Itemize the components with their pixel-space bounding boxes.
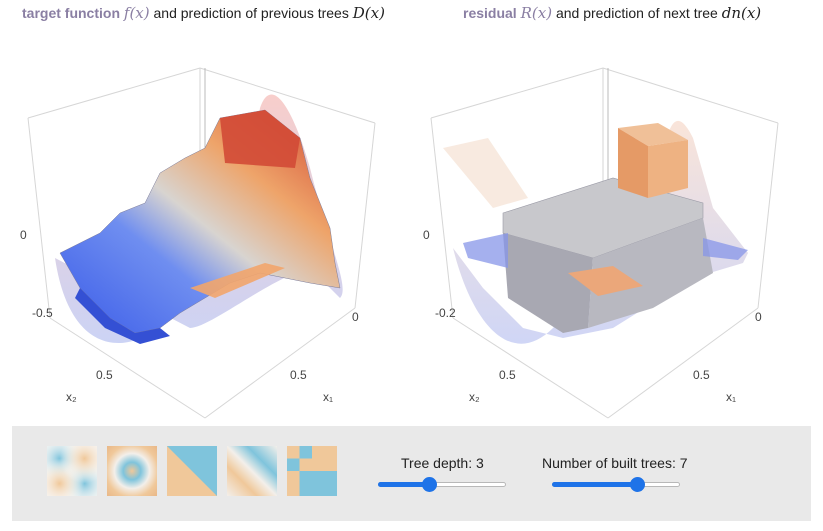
target-function-label: target function	[22, 5, 120, 21]
x1-zero-tick: 0	[352, 310, 359, 324]
left-3d-plot[interactable]: 0 -0.5 0.5 0.5 0 x₂ x₁	[10, 28, 410, 423]
built-trees-thumb[interactable]	[630, 477, 645, 492]
next-tree-blue-plane-right	[703, 238, 748, 260]
x2-axis-label: x₂	[66, 390, 77, 404]
residual-left-wedge	[443, 138, 528, 208]
built-trees-label: Number of built trees: 7	[542, 455, 688, 471]
residual-math: R(x)	[520, 4, 553, 22]
next-tree-blue-plane	[463, 233, 508, 268]
prediction-side-blue	[75, 288, 170, 344]
z-tick-minus: -0.2	[435, 306, 456, 320]
tree-depth-slider[interactable]	[378, 476, 506, 492]
tree-depth-fill	[378, 482, 429, 487]
z-tick-minus: -0.5	[32, 306, 53, 320]
built-trees-fill	[552, 482, 637, 487]
z-tick-zero: 0	[20, 228, 27, 242]
x1-zero-tick: 0	[755, 310, 762, 324]
target-function-math: f(x)	[123, 4, 150, 22]
next-tree-gray-block-right	[588, 218, 713, 328]
built-trees-slider[interactable]	[552, 476, 680, 492]
preset-diagonal-blobs[interactable]	[227, 446, 277, 496]
x1-axis-label: x₁	[726, 390, 736, 404]
next-tree-orange-step	[568, 266, 643, 296]
left-title-text: and prediction of previous trees	[153, 5, 349, 21]
left-ticks: 0 -0.5 0.5 0.5 0 x₂ x₁	[20, 228, 359, 404]
preset-gaussian-quadrants[interactable]	[47, 446, 97, 496]
previous-trees-math: D(x)	[352, 4, 385, 22]
left-axis-frame	[27, 67, 376, 419]
x1-tick: 0.5	[290, 368, 307, 382]
next-tree-orange-block-front	[618, 128, 648, 198]
next-tree-orange-block-side	[648, 140, 688, 198]
x1-tick: 0.5	[693, 368, 710, 382]
x1-axis-label: x₁	[323, 390, 333, 404]
z-tick-zero: 0	[423, 228, 430, 242]
next-tree-orange-block-top	[618, 123, 688, 146]
tree-depth-label: Tree depth: 3	[401, 455, 484, 471]
x2-axis-label: x₂	[469, 390, 480, 404]
right-3d-plot[interactable]: 0 -0.2 0.5 0.5 0 x₂ x₁	[413, 28, 813, 423]
x2-tick: 0.5	[499, 368, 516, 382]
next-tree-gray-block-front	[503, 233, 593, 333]
next-tree-math: dn(x)	[721, 4, 762, 22]
x2-tick: 0.5	[96, 368, 113, 382]
preset-checker[interactable]	[287, 446, 337, 496]
prediction-orange-step	[190, 263, 285, 298]
prediction-red-top	[220, 110, 300, 168]
residual-label: residual	[463, 5, 517, 21]
preset-diagonal-split[interactable]	[167, 446, 217, 496]
right-title-text: and prediction of next tree	[555, 5, 718, 21]
right-plot-title: residual R(x) and prediction of next tre…	[463, 4, 761, 22]
preset-rings[interactable]	[107, 446, 157, 496]
controls-panel: Tree depth: 3 Number of built trees: 7	[12, 426, 811, 521]
tree-depth-thumb[interactable]	[422, 477, 437, 492]
right-ticks: 0 -0.2 0.5 0.5 0 x₂ x₁	[423, 228, 762, 404]
left-plot-title: target function f(x) and prediction of p…	[22, 4, 385, 22]
